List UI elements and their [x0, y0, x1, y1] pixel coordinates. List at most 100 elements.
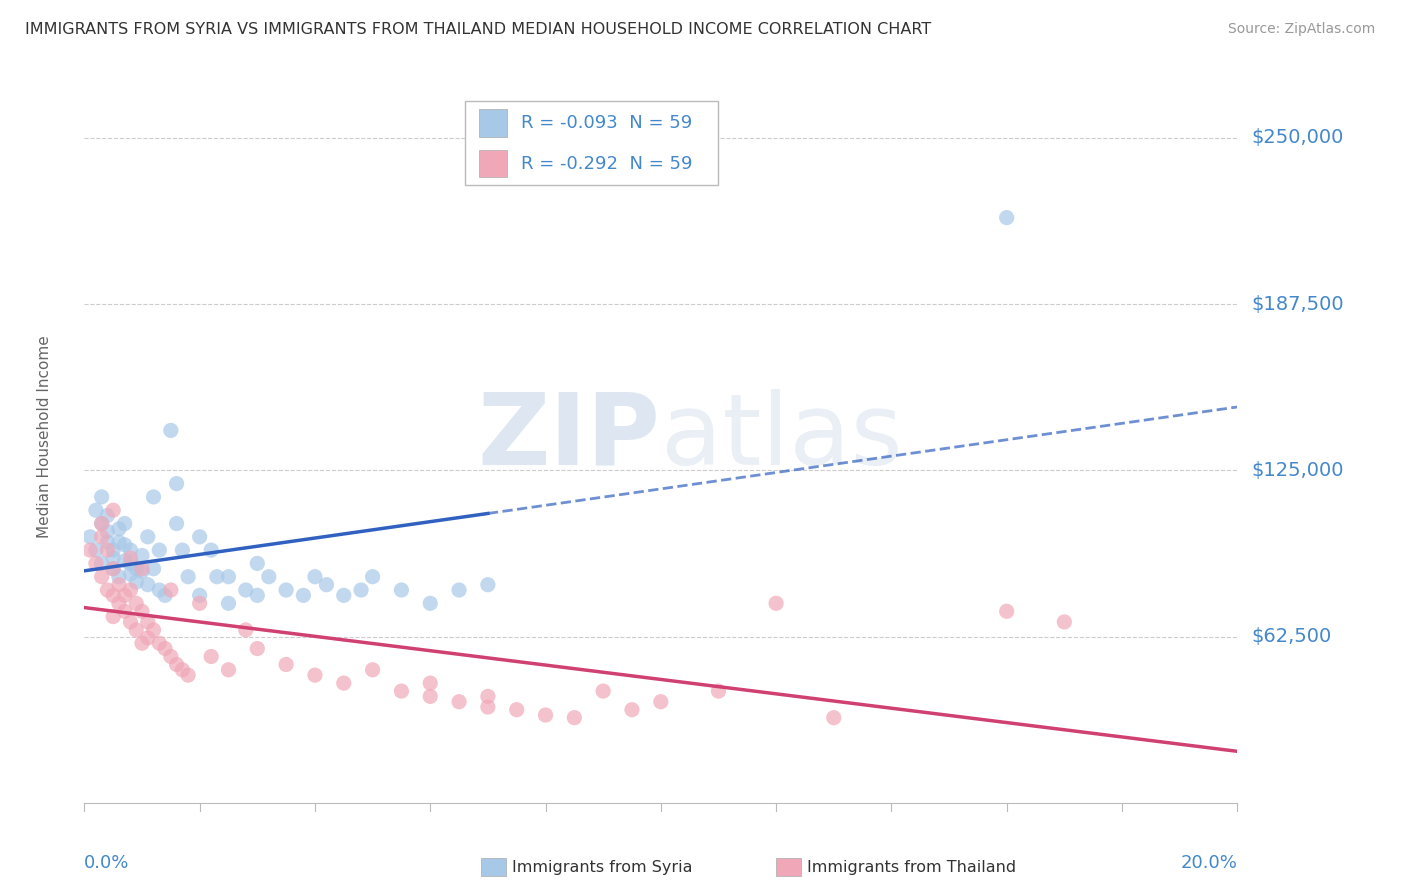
Point — [246, 641, 269, 656]
Point — [114, 604, 136, 618]
Text: Immigrants from Thailand: Immigrants from Thailand — [807, 860, 1017, 874]
Text: atlas: atlas — [661, 389, 903, 485]
Point — [304, 570, 326, 584]
Point — [103, 588, 124, 602]
Bar — [478, 110, 508, 137]
Point — [108, 570, 131, 584]
Point — [218, 596, 240, 610]
Point — [131, 636, 153, 650]
Point — [391, 684, 413, 698]
Text: Median Household Income: Median Household Income — [37, 335, 52, 539]
Point — [108, 577, 131, 591]
Point — [108, 596, 131, 610]
Point — [477, 577, 499, 591]
Point — [315, 577, 337, 591]
Point — [120, 567, 142, 582]
Point — [90, 530, 112, 544]
Point — [90, 490, 112, 504]
Point — [103, 562, 124, 576]
Point — [160, 649, 183, 664]
Text: $187,500: $187,500 — [1251, 294, 1344, 314]
Point — [90, 557, 112, 571]
Text: R = -0.292  N = 59: R = -0.292 N = 59 — [522, 154, 693, 172]
Point — [120, 557, 142, 571]
Point — [90, 516, 112, 531]
Text: $250,000: $250,000 — [1251, 128, 1344, 147]
Point — [246, 557, 269, 571]
Point — [120, 615, 142, 629]
Text: 0.0%: 0.0% — [84, 854, 129, 872]
Point — [79, 543, 101, 558]
Point — [153, 641, 176, 656]
Point — [235, 582, 257, 597]
Point — [246, 588, 269, 602]
Point — [477, 700, 499, 714]
Point — [84, 557, 107, 571]
Point — [79, 530, 101, 544]
Point — [131, 549, 153, 563]
Point — [96, 535, 118, 549]
Point — [564, 711, 586, 725]
Text: 20.0%: 20.0% — [1181, 854, 1237, 872]
Point — [391, 582, 413, 597]
Point — [419, 676, 441, 690]
Point — [148, 582, 170, 597]
Text: Source: ZipAtlas.com: Source: ZipAtlas.com — [1227, 22, 1375, 37]
Point — [108, 535, 131, 549]
Point — [136, 530, 159, 544]
Point — [148, 636, 170, 650]
Point — [276, 582, 298, 597]
Point — [114, 516, 136, 531]
Point — [188, 530, 211, 544]
Point — [120, 582, 142, 597]
Point — [361, 570, 384, 584]
Point — [506, 703, 529, 717]
Point — [142, 623, 165, 637]
Point — [131, 604, 153, 618]
Point — [276, 657, 298, 672]
Point — [534, 708, 557, 723]
Point — [188, 588, 211, 602]
Point — [166, 657, 188, 672]
Point — [177, 570, 200, 584]
Point — [103, 562, 124, 576]
Point — [125, 623, 148, 637]
Point — [90, 570, 112, 584]
Point — [103, 543, 124, 558]
Point — [142, 562, 165, 576]
Point — [136, 631, 159, 645]
Point — [103, 609, 124, 624]
Point — [621, 703, 644, 717]
Text: $125,000: $125,000 — [1251, 461, 1344, 480]
Point — [257, 570, 280, 584]
Point — [765, 596, 787, 610]
Point — [477, 690, 499, 704]
Point — [160, 582, 183, 597]
Point — [995, 211, 1018, 225]
FancyBboxPatch shape — [465, 101, 718, 185]
Point — [218, 570, 240, 584]
Point — [361, 663, 384, 677]
Point — [96, 543, 118, 558]
Point — [995, 604, 1018, 618]
Point — [166, 516, 188, 531]
Point — [131, 562, 153, 576]
Point — [449, 582, 471, 597]
Point — [120, 551, 142, 566]
Point — [177, 668, 200, 682]
Point — [449, 695, 471, 709]
Point — [823, 711, 845, 725]
Point — [125, 575, 148, 590]
Point — [136, 615, 159, 629]
Bar — [478, 150, 508, 178]
Point — [114, 538, 136, 552]
Point — [350, 582, 373, 597]
Point — [292, 588, 315, 602]
Point — [125, 596, 148, 610]
Point — [333, 588, 356, 602]
Point — [103, 551, 124, 566]
Point — [120, 543, 142, 558]
Point — [707, 684, 730, 698]
Point — [131, 565, 153, 579]
Point — [419, 596, 441, 610]
